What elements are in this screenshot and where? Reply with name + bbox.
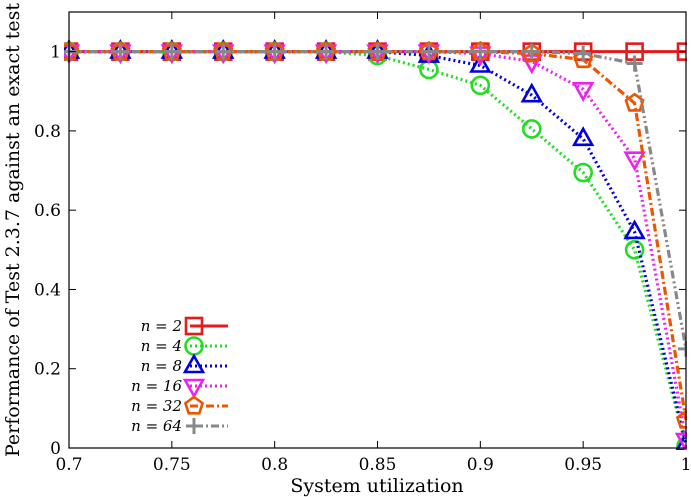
y-tick-label: 0.2 [34, 360, 61, 380]
data-point [215, 43, 232, 60]
legend-item: n = 16 [131, 377, 228, 399]
series-6 [64, 43, 687, 357]
legend-label: n = 16 [131, 377, 182, 395]
data-point [571, 126, 595, 147]
y-tick-label: 0 [50, 439, 61, 459]
y-tick-label: 0.4 [34, 280, 61, 300]
legend-marker [186, 418, 202, 434]
data-point [369, 43, 386, 60]
data-point [469, 52, 492, 73]
data-point [112, 43, 129, 60]
legend-item: n = 64 [131, 417, 228, 435]
legend-marker [182, 378, 206, 399]
data-point [624, 92, 645, 112]
data-point [163, 43, 180, 60]
legend-label: n = 4 [141, 337, 182, 355]
y-tick-label: 0.8 [34, 122, 61, 142]
legend-item: n = 4 [141, 336, 228, 356]
data-point [266, 43, 283, 60]
x-tick-label: 0.75 [153, 455, 191, 475]
legend-label: n = 8 [141, 357, 182, 375]
data-point [623, 219, 646, 240]
legend-item: n = 2 [141, 316, 228, 336]
x-axis-title: System utilization [290, 475, 463, 497]
legend-marker [182, 353, 206, 374]
y-tick-label: 1 [50, 43, 61, 63]
series-line [69, 49, 687, 441]
series-line [69, 49, 687, 350]
legend-label: n = 32 [131, 397, 182, 415]
data-point [623, 151, 646, 172]
legend-item: n = 32 [131, 395, 228, 415]
data-point [521, 42, 542, 63]
legend: n = 2 n = 4 n = 8 n = 16 n = 32 n = 64 [131, 316, 228, 435]
y-axis-title: Performance of Test 2.3.7 against an exa… [2, 3, 24, 457]
data-point [521, 119, 542, 139]
x-tick-label: 0.9 [467, 455, 494, 475]
data-point [678, 340, 687, 357]
legend-marker [184, 316, 204, 336]
legend-marker [184, 336, 204, 356]
data-point [420, 43, 437, 60]
data-point [675, 409, 687, 429]
x-tick-label: 0.7 [55, 455, 82, 475]
legend-label: n = 2 [141, 317, 182, 335]
y-tick-label: 0.6 [34, 201, 61, 221]
data-point [470, 75, 491, 96]
data-point [523, 43, 540, 60]
data-point [575, 45, 592, 62]
data-point [571, 81, 595, 102]
series-line [69, 49, 687, 447]
data-point [520, 82, 543, 103]
data-point [472, 43, 489, 60]
x-tick-label: 1 [681, 455, 691, 475]
legend-item: n = 8 [141, 353, 228, 375]
data-point [318, 43, 335, 60]
legend-marker [183, 395, 205, 415]
x-tick-label: 0.8 [261, 455, 288, 475]
x-tick-label: 0.85 [359, 455, 397, 475]
data-point [573, 162, 593, 183]
data-point [624, 240, 645, 260]
legend-label: n = 64 [131, 417, 182, 435]
x-tick-label: 0.95 [564, 455, 602, 475]
axis-ticks: 0.7 0.75 0.8 0.85 0.9 0.95 1 0 0.2 0.4 0.6 0.8 1 [34, 12, 691, 475]
data-point [626, 55, 643, 72]
